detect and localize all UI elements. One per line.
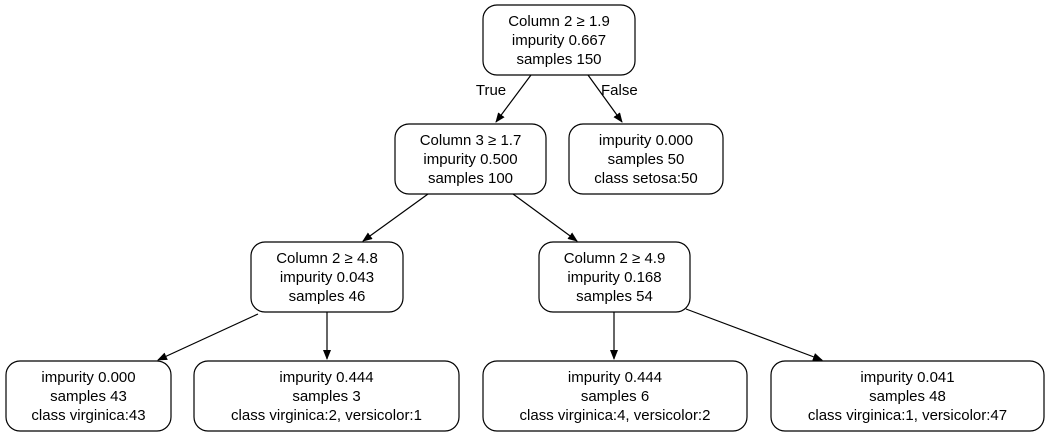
edge-n0-n2 xyxy=(587,74,623,123)
node-line: samples 3 xyxy=(292,388,360,405)
node-line: impurity 0.000 xyxy=(599,132,693,149)
node-line: samples 43 xyxy=(50,388,127,405)
node-line: Column 3 ≥ 1.7 xyxy=(420,132,522,149)
edge-label-true: True xyxy=(476,82,506,99)
node-box xyxy=(770,360,1045,432)
node-line: impurity 0.500 xyxy=(423,151,517,168)
node-line: impurity 0.041 xyxy=(860,369,954,386)
node-line: samples 150 xyxy=(516,51,601,68)
node-box xyxy=(5,360,172,432)
node-box xyxy=(568,123,724,195)
edge-n4-n8 xyxy=(685,308,823,361)
node-line: samples 50 xyxy=(608,151,685,168)
node-line: samples 54 xyxy=(576,288,653,305)
node-line: class virginica:2, versicolor:1 xyxy=(231,407,422,424)
node-line: class virginica:4, versicolor:2 xyxy=(520,407,711,424)
node-line: class setosa:50 xyxy=(594,170,697,187)
node-line: Column 2 ≥ 4.9 xyxy=(564,250,666,267)
tree-node-n5: impurity 0.000 samples 43 class virginica:… xyxy=(5,360,172,432)
node-line: impurity 0.444 xyxy=(568,369,662,386)
edges-layer: True False xyxy=(157,74,823,361)
node-box xyxy=(482,360,748,432)
tree-node-n0: Column 2 ≥ 1.9 impurity 0.667 samples 150 xyxy=(482,4,636,76)
node-line: Column 2 ≥ 4.8 xyxy=(276,250,378,267)
node-line: samples 100 xyxy=(428,170,513,187)
edge-n1-n3 xyxy=(362,193,429,242)
tree-node-n7: impurity 0.444 samples 6 class virginica:4… xyxy=(482,360,748,432)
node-line: class virginica:1, versicolor:47 xyxy=(808,407,1007,424)
node-line: class virginica:43 xyxy=(31,407,145,424)
node-box xyxy=(482,4,636,76)
edge-n3-n5 xyxy=(157,313,259,361)
tree-node-n8: impurity 0.041 samples 48 class virginica:… xyxy=(770,360,1045,432)
node-line: samples 46 xyxy=(289,288,366,305)
node-line: impurity 0.444 xyxy=(279,369,373,386)
node-line: impurity 0.168 xyxy=(567,269,661,286)
tree-node-n2: impurity 0.000 samples 50 class setosa:50 xyxy=(568,123,724,195)
node-box xyxy=(250,241,404,313)
tree-node-n3: Column 2 ≥ 4.8 impurity 0.043 samples 46 xyxy=(250,241,404,313)
node-box xyxy=(394,123,547,195)
node-line: samples 6 xyxy=(581,388,649,405)
node-line: Column 2 ≥ 1.9 xyxy=(508,13,610,30)
node-line: impurity 0.000 xyxy=(41,369,135,386)
tree-node-n6: impurity 0.444 samples 3 class virginica:2… xyxy=(193,360,460,432)
edge-label-false: False xyxy=(601,82,638,99)
edge-n1-n4 xyxy=(512,193,578,242)
edge-n0-n1 xyxy=(495,74,532,123)
node-line: impurity 0.043 xyxy=(280,269,374,286)
node-box xyxy=(538,241,691,313)
tree-node-n1: Column 3 ≥ 1.7 impurity 0.500 samples 100 xyxy=(394,123,547,195)
node-line: samples 48 xyxy=(869,388,946,405)
tree-node-n4: Column 2 ≥ 4.9 impurity 0.168 samples 54 xyxy=(538,241,691,313)
node-box xyxy=(193,360,460,432)
node-line: impurity 0.667 xyxy=(512,32,606,49)
